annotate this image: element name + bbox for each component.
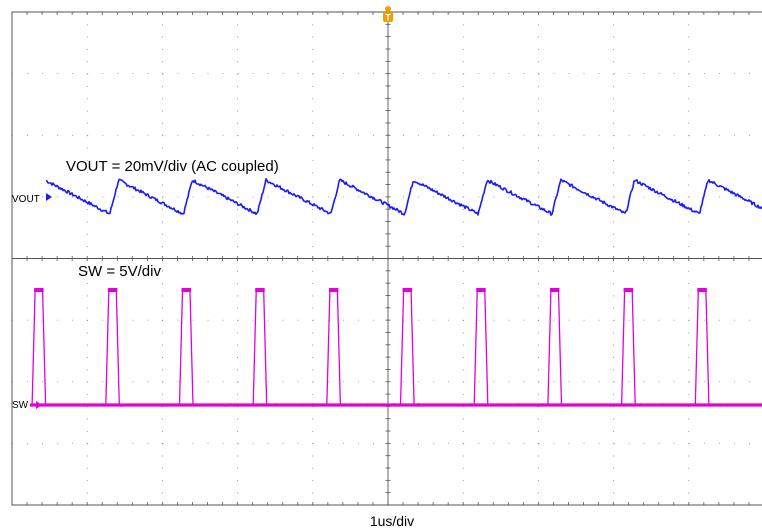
vout-scale-annotation: VOUT = 20mV/div (AC coupled) [66,158,279,175]
vout-ground-marker [46,193,52,201]
trigger-marker: T [383,6,393,23]
graticule [11,11,762,506]
sw-pulse-top [181,288,191,292]
sw-pulse-top [623,288,634,292]
sw-scale-annotation: SW = 5V/div [78,263,161,280]
sw-pulse-top [328,288,339,292]
trigger-marker-box [383,12,393,22]
sw-pulse-top [255,288,265,292]
vout-trace [45,178,762,216]
sw-pulse-top [476,288,486,292]
sw-pulse-top [549,288,560,292]
trigger-marker-label: T [385,13,391,23]
sw-pulse-top [697,288,707,292]
sw-pulse-top [34,288,44,292]
sw-pulse-top [107,288,118,292]
trigger-marker-dot [385,6,391,12]
sw-pulse-top [402,288,413,292]
x-axis-label: 1us/div [370,513,414,529]
sw-pulse-edges [30,288,762,407]
vout-channel-label: VOUT [12,194,40,205]
sw-channel-label: SW [12,400,29,411]
